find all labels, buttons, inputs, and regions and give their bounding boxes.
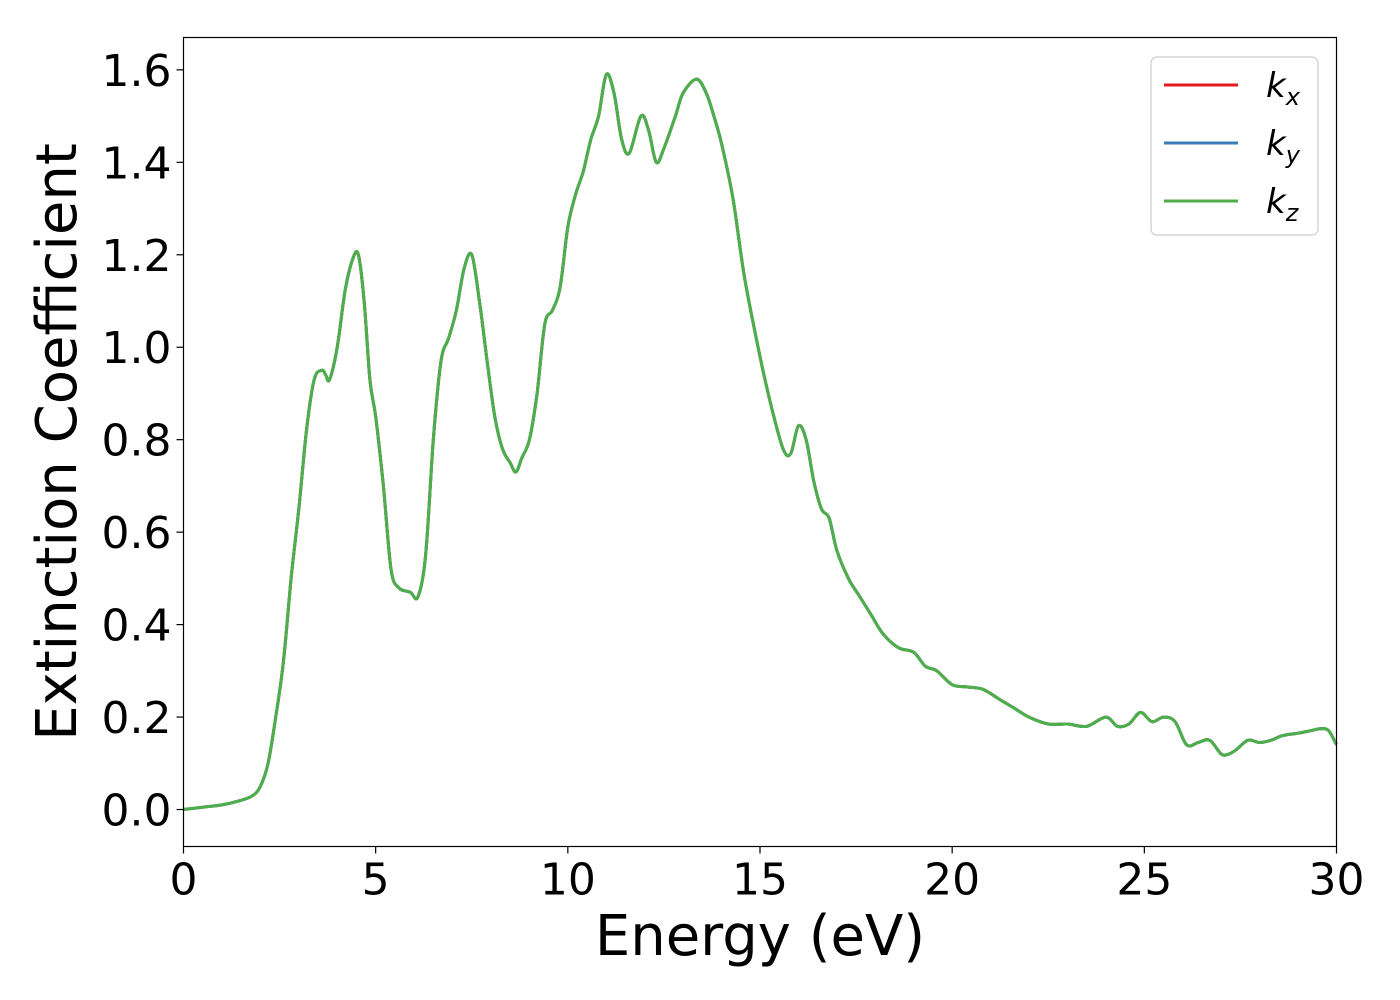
- x-tick-label: 10: [540, 855, 596, 906]
- y-tick-label: 1.4: [102, 138, 172, 189]
- y-axis-ticks: 0.0 0.2 0.4 0.6 0.8 1.0 1.2 1.4 1.6: [102, 46, 184, 837]
- x-axis-ticks: 0 5 10 15 20 25 30: [170, 846, 1365, 906]
- x-tick-label: 20: [924, 855, 980, 906]
- legend-label-ky: ky: [1266, 124, 1301, 169]
- y-tick-label: 1.2: [102, 231, 172, 282]
- y-tick-label: 1.6: [102, 46, 172, 97]
- y-tick-label: 0.0: [102, 786, 172, 837]
- x-axis-label: Energy (eV): [595, 904, 925, 969]
- y-tick-label: 0.8: [102, 416, 172, 467]
- x-tick-label: 0: [170, 855, 198, 906]
- legend: kx ky kz: [1150, 56, 1319, 236]
- x-tick-label: 30: [1309, 855, 1365, 906]
- series-layer: [183, 72, 1338, 811]
- x-tick-label: 25: [1116, 855, 1172, 906]
- series-line-k-z: [183, 72, 1338, 811]
- y-tick-label: 0.4: [102, 601, 172, 652]
- y-axis-label: Extinction Coefficient: [25, 143, 90, 741]
- x-tick-label: 15: [732, 855, 788, 906]
- legend-label-kz: kz: [1266, 182, 1300, 227]
- y-tick-label: 0.2: [102, 693, 172, 744]
- y-tick-label: 1.0: [102, 323, 172, 374]
- x-tick-label: 5: [362, 855, 390, 906]
- y-tick-label: 0.6: [102, 508, 172, 559]
- legend-box: [1150, 56, 1319, 236]
- legend-label-kx: kx: [1266, 66, 1301, 111]
